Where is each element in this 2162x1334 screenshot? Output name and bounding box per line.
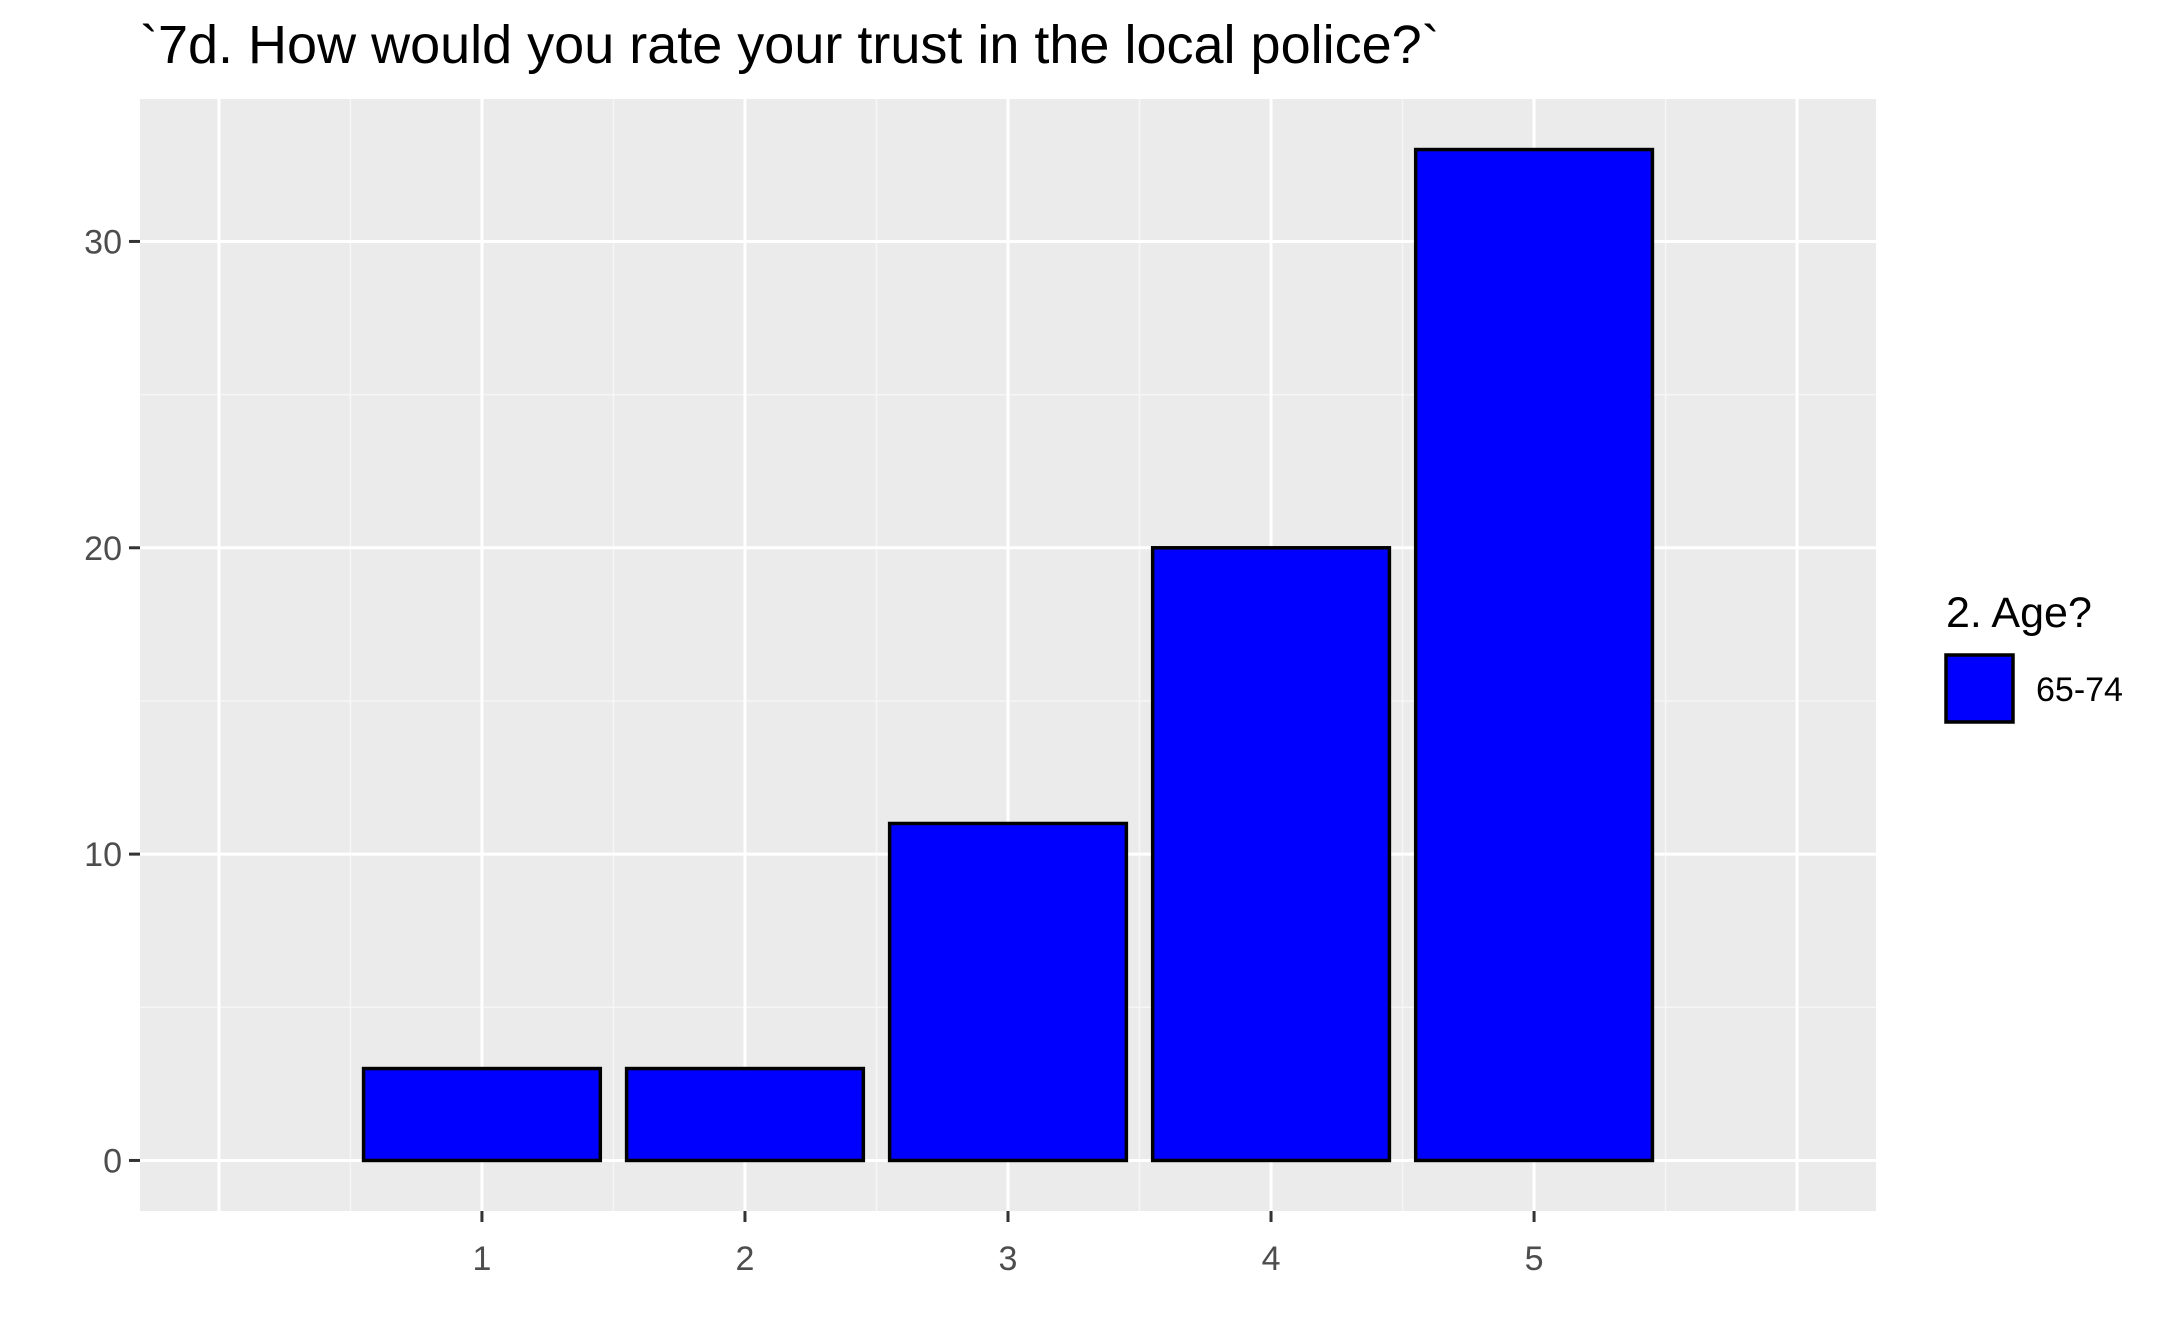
x-tick-label: 2 xyxy=(736,1240,755,1278)
bar-1 xyxy=(361,1066,603,1163)
y-axis: 0 10 20 30 xyxy=(84,223,140,1180)
legend-key xyxy=(1944,653,2015,724)
x-tick-label: 3 xyxy=(999,1240,1018,1278)
y-tick-label: 20 xyxy=(84,530,122,568)
y-tick-label: 30 xyxy=(84,223,122,261)
legend-title: 2. Age? xyxy=(1946,589,2092,637)
y-tick-label: 0 xyxy=(103,1142,122,1180)
x-tick-label: 1 xyxy=(472,1240,491,1278)
legend-entries: 65-74 xyxy=(1944,653,2123,724)
chart-title: `7d. How would you rate your trust in th… xyxy=(140,15,1440,75)
bar-4 xyxy=(1150,546,1392,1163)
y-tick-label: 10 xyxy=(84,836,122,874)
bar-5 xyxy=(1413,147,1655,1163)
bar-3 xyxy=(887,821,1129,1163)
x-tick-label: 4 xyxy=(1262,1240,1281,1278)
legend-label: 65-74 xyxy=(2036,671,2123,709)
x-tick-label: 5 xyxy=(1525,1240,1544,1278)
bars xyxy=(361,147,1655,1163)
x-axis: 1 2 3 4 5 xyxy=(472,1211,1544,1278)
bar-2 xyxy=(624,1066,866,1163)
legend: 2. Age? 65-74 xyxy=(1944,589,2123,724)
